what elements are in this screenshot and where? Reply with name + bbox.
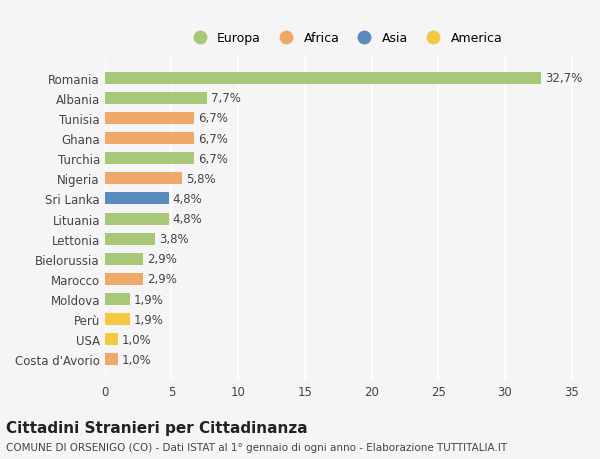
Text: 5,8%: 5,8% — [186, 173, 216, 185]
Bar — [105, 253, 143, 265]
Text: COMUNE DI ORSENIGO (CO) - Dati ISTAT al 1° gennaio di ogni anno - Elaborazione T: COMUNE DI ORSENIGO (CO) - Dati ISTAT al … — [6, 442, 507, 452]
Bar — [105, 93, 208, 105]
Bar — [105, 153, 194, 165]
Bar — [105, 233, 155, 245]
Bar — [105, 213, 169, 225]
Text: Cittadini Stranieri per Cittadinanza: Cittadini Stranieri per Cittadinanza — [6, 420, 308, 435]
Text: 4,8%: 4,8% — [173, 213, 203, 225]
Text: 6,7%: 6,7% — [198, 152, 228, 165]
Text: 32,7%: 32,7% — [545, 72, 582, 85]
Text: 1,0%: 1,0% — [122, 333, 152, 346]
Bar — [105, 353, 118, 366]
Text: 6,7%: 6,7% — [198, 112, 228, 125]
Bar — [105, 313, 130, 325]
Bar — [105, 73, 541, 84]
Text: 1,9%: 1,9% — [134, 313, 164, 326]
Text: 2,9%: 2,9% — [148, 273, 178, 286]
Bar — [105, 112, 194, 125]
Text: 7,7%: 7,7% — [211, 92, 241, 105]
Bar — [105, 173, 182, 185]
Bar — [105, 133, 194, 145]
Text: 3,8%: 3,8% — [160, 233, 189, 246]
Bar — [105, 273, 143, 285]
Text: 4,8%: 4,8% — [173, 192, 203, 206]
Bar — [105, 334, 118, 346]
Text: 6,7%: 6,7% — [198, 132, 228, 145]
Text: 2,9%: 2,9% — [148, 253, 178, 266]
Text: 1,0%: 1,0% — [122, 353, 152, 366]
Text: 1,9%: 1,9% — [134, 293, 164, 306]
Bar — [105, 193, 169, 205]
Legend: Europa, Africa, Asia, America: Europa, Africa, Asia, America — [187, 32, 502, 45]
Bar — [105, 293, 130, 305]
